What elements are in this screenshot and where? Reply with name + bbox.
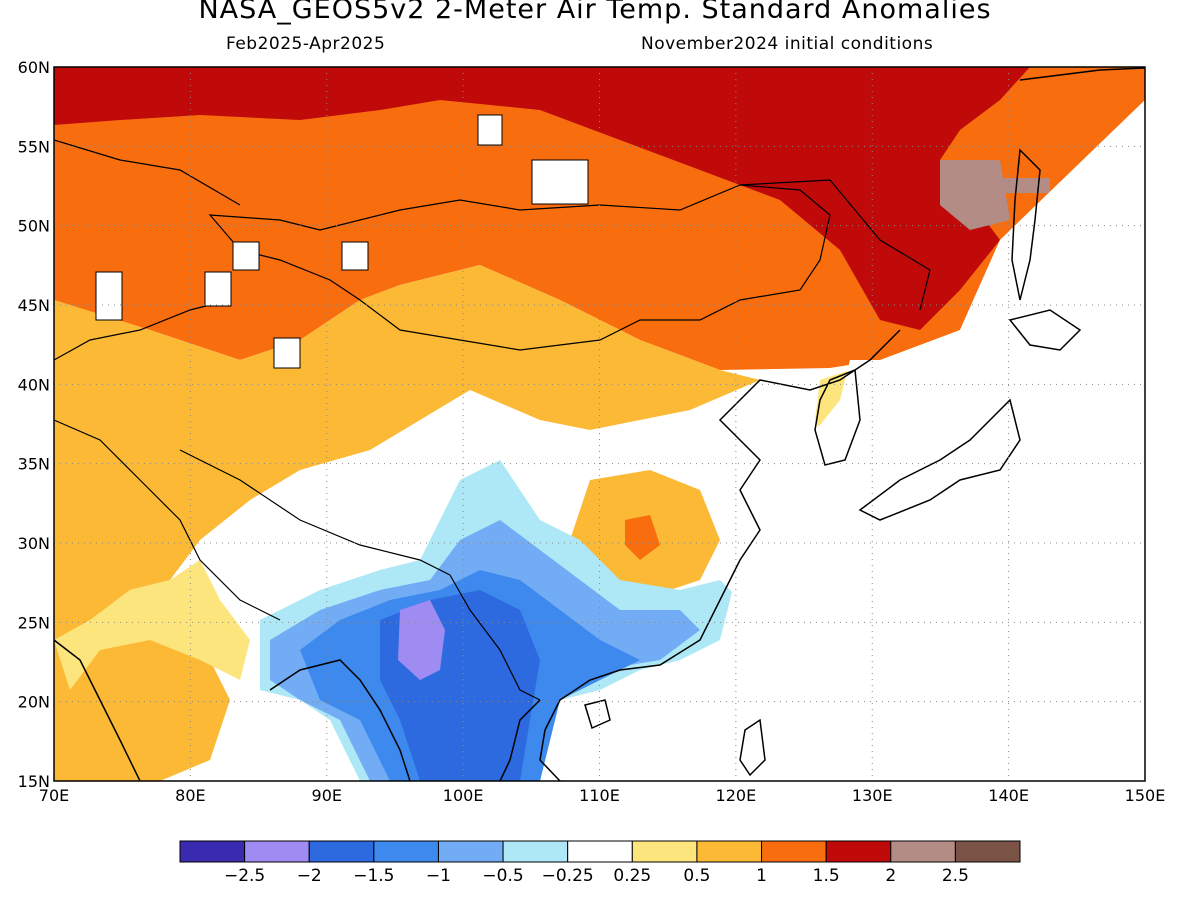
lat-label: 50N xyxy=(18,217,50,236)
colorbar-swatch xyxy=(890,840,956,863)
lat-label: 45N xyxy=(18,296,50,315)
colorbar-label: −0.5 xyxy=(482,866,523,886)
colorbar-label: 0.5 xyxy=(683,866,710,886)
field-lavender xyxy=(398,600,445,680)
colorbar-label: −0.25 xyxy=(542,866,594,886)
hokkaido-coast xyxy=(1008,309,1082,351)
field-brown-2 xyxy=(1000,178,1050,193)
korea-coast xyxy=(814,368,861,466)
colorbar-label: 2.5 xyxy=(942,866,969,886)
colorbar-swatch xyxy=(308,840,375,863)
initial-conditions: November2024 initial conditions xyxy=(641,34,934,54)
lake-5 xyxy=(95,271,123,321)
lakes xyxy=(95,114,589,369)
lat-label: 40N xyxy=(18,375,50,394)
colorbar-label: 0.25 xyxy=(613,866,651,886)
lon-label: 70E xyxy=(39,786,69,805)
china-coast xyxy=(539,329,901,781)
lat-label: 30N xyxy=(18,534,50,553)
lat-label: 55N xyxy=(18,137,50,156)
lon-label: 120E xyxy=(716,786,757,805)
lon-label: 110E xyxy=(579,786,620,805)
lat-label: 35N xyxy=(18,455,50,474)
lon-label: 130E xyxy=(852,786,893,805)
field-dark-red xyxy=(54,67,1030,330)
hainan-coast xyxy=(584,699,611,730)
lat-label: 20N xyxy=(18,693,50,712)
field-ocean-east xyxy=(700,100,1145,781)
lat-label: 15N xyxy=(18,772,50,791)
longitude-labels: 70E 80E 90E 100E 110E 120E 130E 140E 150E xyxy=(39,786,1166,805)
colorbar-label: −1.5 xyxy=(353,866,394,886)
lon-label: 150E xyxy=(1125,786,1166,805)
indochina-coast xyxy=(499,699,541,781)
forecast-period: Feb2025-Apr2025 xyxy=(226,34,386,54)
borders xyxy=(54,139,931,701)
india-border xyxy=(54,419,281,621)
colorbar-label: 1.5 xyxy=(813,866,840,886)
field-light-orange xyxy=(54,265,760,640)
colorbar-swatch xyxy=(502,840,569,863)
colorbar-labels: −2.5 −2 −1.5 −1 −0.5 −0.25 0.25 0.5 1 1.5 2 2.5 xyxy=(224,866,969,886)
tibet-border xyxy=(179,449,451,576)
lon-label: 140E xyxy=(988,786,1029,805)
lat-label: 60N xyxy=(18,58,50,77)
lake-2 xyxy=(531,159,589,205)
field-yellow-patch xyxy=(54,560,250,690)
japan-coast xyxy=(858,398,1021,521)
india-west-coast xyxy=(54,639,141,781)
field-brown-1 xyxy=(940,160,1010,230)
map-title: NASA_GEOS5v2 2-Meter Air Temp. Standard … xyxy=(198,0,992,25)
gridlines xyxy=(54,67,1145,781)
colorbar-swatch xyxy=(179,840,246,863)
colorbar-swatch xyxy=(954,840,1021,863)
sakhalin-coast xyxy=(1011,148,1041,301)
colorbar-label: −1 xyxy=(426,866,451,886)
lat-label: 25N xyxy=(18,613,50,632)
colorbar-label: −2.5 xyxy=(224,866,265,886)
anomaly-field xyxy=(54,67,1145,781)
colorbar-swatch xyxy=(437,840,504,863)
colorbar xyxy=(179,840,1021,863)
colorbar-label: −2 xyxy=(297,866,322,886)
kamchatka-coast xyxy=(1019,67,1145,81)
lake-4 xyxy=(232,241,260,271)
lon-label: 80E xyxy=(175,786,205,805)
mongolia-border xyxy=(208,184,831,351)
lon-label: 90E xyxy=(312,786,342,805)
coastlines xyxy=(54,67,1145,781)
taiwan-coast xyxy=(739,718,766,777)
colorbar-label: 1 xyxy=(756,866,767,886)
field-china-orange xyxy=(625,515,660,560)
sea-border xyxy=(449,574,541,701)
lake-1 xyxy=(477,114,503,146)
lake-6 xyxy=(204,271,232,307)
colorbar-swatch xyxy=(761,840,827,863)
bay-of-bengal-coast xyxy=(269,659,411,781)
lake-3 xyxy=(341,241,369,271)
map-frame xyxy=(53,66,1146,782)
latitude-labels: 15N 20N 25N 30N 35N 40N 45N 50N 55N 60N xyxy=(18,58,50,791)
lake-7 xyxy=(273,337,301,369)
lon-label: 100E xyxy=(443,786,484,805)
colorbar-swatch xyxy=(567,840,633,863)
colorbar-swatch xyxy=(631,840,698,863)
kazakh-border xyxy=(54,299,231,361)
colorbar-swatch xyxy=(373,840,439,863)
colorbar-swatch xyxy=(696,840,763,863)
colorbar-label: 2 xyxy=(885,866,896,886)
russia-border xyxy=(54,139,931,311)
colorbar-swatch xyxy=(825,840,892,863)
colorbar-swatch xyxy=(244,840,310,863)
